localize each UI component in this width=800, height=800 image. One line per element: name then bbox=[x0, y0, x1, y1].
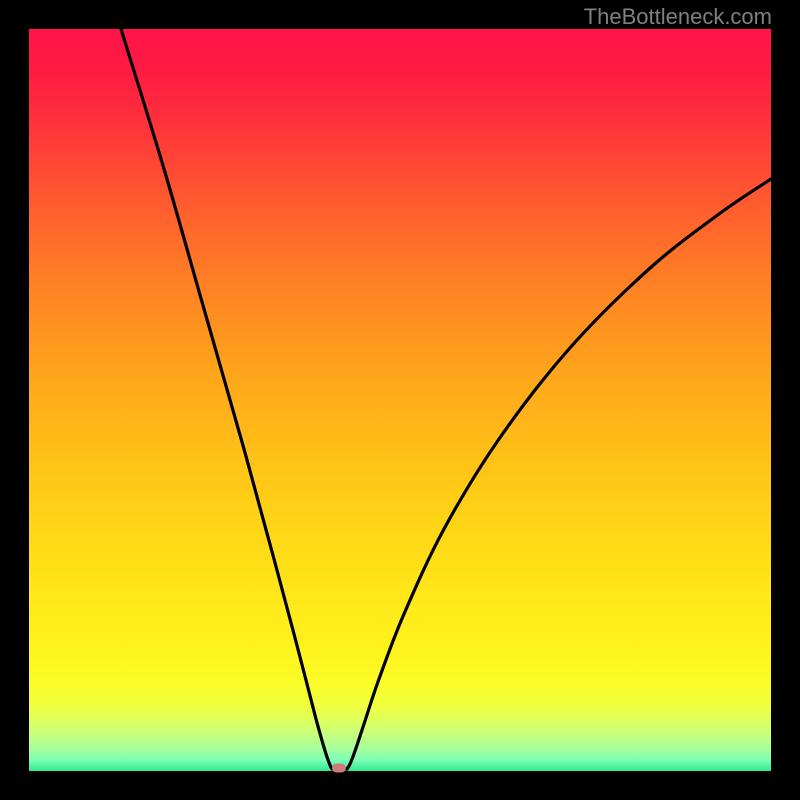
plot-area bbox=[29, 29, 771, 771]
chart-container: TheBottleneck.com bbox=[0, 0, 800, 800]
watermark-text: TheBottleneck.com bbox=[584, 4, 772, 30]
minimum-marker bbox=[332, 764, 346, 773]
bottleneck-curve bbox=[29, 29, 771, 771]
